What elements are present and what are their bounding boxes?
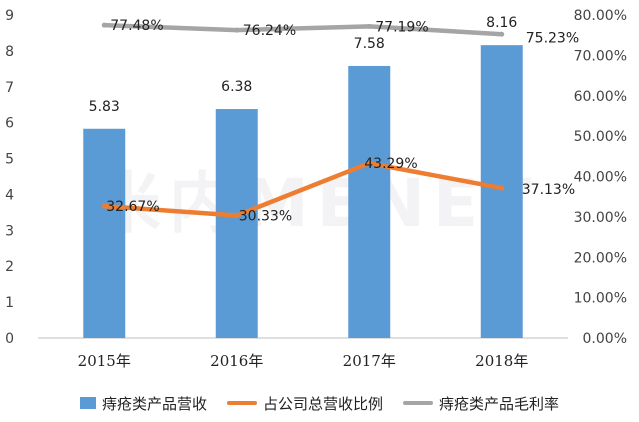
bar [215,109,258,338]
margin-point [499,31,505,37]
legend-item-margin: 痔疮类产品毛利率 [403,393,559,414]
ratio-point [234,213,240,219]
left-tick-label: 4 [5,187,14,203]
legend-swatch-margin [403,401,433,405]
margin-data-label: 77.19% [375,19,428,35]
legend-swatch-revenue [79,397,96,409]
ratio-point [366,160,372,166]
margin-data-label: 75.23% [526,30,579,46]
margin-point [234,27,240,33]
bar [348,65,391,338]
margin-data-label: 76.24% [243,23,296,39]
right-tick-label: 30.00% [574,210,627,226]
left-tick-label: 7 [5,80,14,96]
legend-label-revenue: 痔疮类产品营收 [101,394,207,413]
left-tick-label: 0 [5,331,14,347]
left-tick-label: 1 [5,295,14,311]
x-tick-label: 2016年 [210,352,263,370]
right-tick-label: 40.00% [574,170,627,186]
right-tick-label: 50.00% [574,129,627,145]
ratio-data-label: 32.67% [106,199,159,215]
left-tick-label: 9 [5,8,14,24]
ratio-point [101,203,107,209]
bar-data-label: 7.58 [354,36,385,52]
left-tick-label: 2 [5,259,14,275]
x-tick-label: 2017年 [343,352,396,370]
ratio-data-label: 43.29% [364,156,417,172]
bar-data-label: 8.16 [486,15,517,31]
margin-point [101,22,107,28]
right-tick-label: 10.00% [574,291,627,307]
margin-data-label: 77.48% [110,18,163,34]
right-tick-label: 80.00% [574,8,627,24]
bar [83,128,126,338]
right-tick-label: 0.00% [583,331,627,347]
bar-data-label: 6.38 [221,79,252,95]
ratio-data-label: 30.33% [239,209,292,225]
margin-point [366,23,372,29]
legend: 痔疮类产品营收 占公司总营收比例 痔疮类产品毛利率 [0,388,639,418]
margin-line [102,22,504,37]
right-tick-label: 20.00% [574,250,627,266]
ratio-line [102,160,504,218]
left-tick-label: 3 [5,223,14,239]
left-tick-label: 8 [5,44,14,60]
x-tick-label: 2018年 [475,352,528,370]
ratio-data-label: 37.13% [522,182,575,198]
legend-label-margin: 痔疮类产品毛利率 [439,394,560,413]
right-tick-label: 70.00% [574,48,627,64]
bar [480,45,523,338]
x-tick-label: 2015年 [78,352,131,370]
legend-item-ratio: 占公司总营收比例 [226,393,383,414]
ratio-point [499,185,505,191]
left-tick-label: 5 [5,152,14,168]
bar-data-label: 5.83 [89,99,120,115]
legend-swatch-ratio [226,401,257,405]
legend-item-revenue: 痔疮类产品营收 [79,393,207,414]
left-tick-label: 6 [5,116,14,132]
right-tick-label: 60.00% [574,89,627,105]
legend-label-ratio: 占公司总营收比例 [262,394,383,413]
